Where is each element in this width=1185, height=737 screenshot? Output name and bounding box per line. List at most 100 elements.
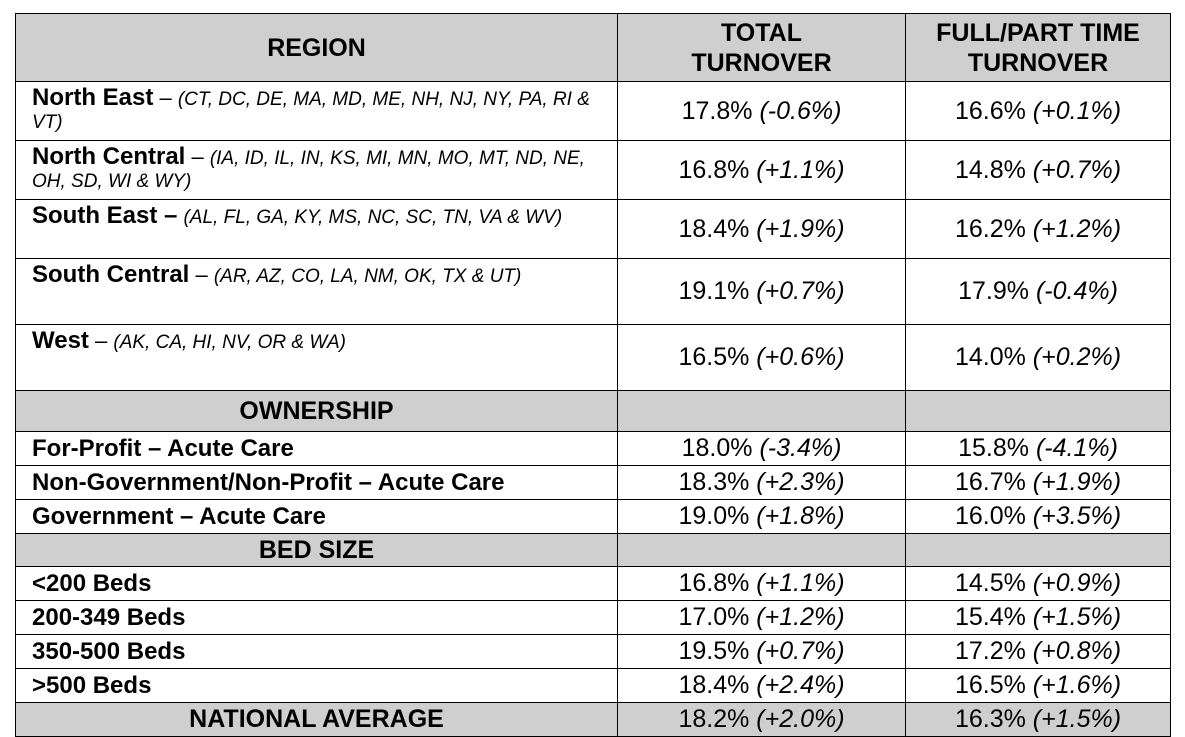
total-value: 19.1% [678,277,750,305]
header-total-turnover: TOTAL TURNOVER [617,13,906,82]
total-value: 16.8% [678,569,750,597]
total-delta: (+1.2%) [756,603,845,631]
section-bed-size: BED SIZE [15,533,1171,567]
header-row: REGION TOTAL TURNOVER FULL/PART TIME TUR… [15,13,1171,82]
turnover-table: REGION TOTAL TURNOVER FULL/PART TIME TUR… [15,13,1171,737]
fullpart-turnover-cell: 16.3% (+1.5%) [905,702,1171,737]
total-turnover-cell: 18.4% (+2.4%) [617,668,906,703]
total-value: 17.0% [678,603,750,631]
fullpart-delta: (+1.5%) [1032,705,1122,733]
fullpart-delta: (+0.2%) [1032,343,1122,371]
total-turnover-cell: 17.8% (-0.6%) [617,81,906,141]
total-value: 16.8% [678,155,750,184]
fullpart-delta: (+1.9%) [1032,468,1122,496]
region-states: (CT, DC, DE, MA, MD, ME, NH, NJ, NY, PA,… [32,89,590,133]
section-empty-cell [617,533,906,567]
fullpart-value: 14.8% [954,155,1026,184]
total-value: 18.4% [678,671,750,699]
region-name: West [32,327,89,354]
fullpart-delta: (+0.9%) [1032,569,1122,597]
region-states: (IA, ID, IL, IN, KS, MI, MN, MO, MT, ND,… [32,148,585,192]
fullpart-turnover-cell: 17.2% (+0.8%) [905,634,1171,669]
region-dash: – [185,144,210,169]
fullpart-turnover-cell: 16.6% (+0.1%) [905,81,1171,141]
row-label: 350-500 Beds [15,634,618,669]
row-label: 200-349 Beds [15,600,618,635]
row-label: <200 Beds [15,566,618,601]
total-delta: (+1.1%) [756,155,845,184]
fullpart-delta: (+1.6%) [1032,671,1122,699]
fullpart-turnover-cell: 14.8% (+0.7%) [905,140,1171,200]
fullpart-value: 17.2% [954,637,1026,665]
fullpart-delta: (+0.8%) [1032,637,1122,665]
total-delta: (+2.0%) [756,705,845,733]
total-delta: (+2.3%) [756,468,845,496]
row-label: Non-Government/Non-Profit – Acute Care [15,465,618,500]
fullpart-value: 15.8% [958,434,1029,462]
fullpart-turnover-cell: 14.5% (+0.9%) [905,566,1171,601]
section-ownership: OWNERSHIP [15,390,1171,432]
fullpart-value: 16.3% [954,705,1026,733]
region-dash: – [153,85,178,110]
region-dash: – [189,262,214,287]
region-row-north-central: North Central – (IA, ID, IL, IN, KS, MI,… [15,140,1171,200]
total-turnover-cell: 18.0% (-3.4%) [617,431,906,466]
total-delta: (-3.4%) [759,434,842,462]
region-dash: – [88,328,114,353]
section-empty-cell [905,390,1171,432]
fullpart-delta: (+0.7%) [1032,155,1122,184]
fullpart-value: 16.7% [954,468,1026,496]
total-delta: (+0.7%) [756,637,845,665]
fullpart-value: 14.5% [954,569,1026,597]
fullpart-turnover-cell: 16.0% (+3.5%) [905,499,1171,534]
fullpart-turnover-cell: 16.2% (+1.2%) [905,199,1171,259]
fullpart-value: 16.0% [954,502,1026,530]
section-empty-cell [617,390,906,432]
fullpart-turnover-cell: 15.4% (+1.5%) [905,600,1171,635]
fullpart-value: 17.9% [958,277,1029,305]
region-name: South Central [32,261,190,288]
fullpart-delta: (+1.2%) [1032,214,1122,243]
header-fullpart-turnover: FULL/PART TIME TURNOVER [905,13,1171,82]
fullpart-turnover-cell: 16.7% (+1.9%) [905,465,1171,500]
region-name: North East [32,84,154,111]
fullpart-delta: (-4.1%) [1035,434,1118,462]
total-delta: (+2.4%) [756,671,845,699]
fullpart-turnover-cell: 14.0% (+0.2%) [905,324,1171,391]
section-title: BED SIZE [15,533,618,567]
fullpart-delta: (+0.1%) [1032,96,1122,125]
total-value: 18.2% [678,705,750,733]
header-fullpart-line1: FULL/PART TIME [936,18,1140,47]
total-turnover-cell: 17.0% (+1.2%) [617,600,906,635]
total-value: 18.0% [681,434,753,462]
header-total-line2: TURNOVER [691,48,832,77]
total-value: 18.4% [678,214,750,243]
national-average-row: NATIONAL AVERAGE 18.2% (+2.0%) 16.3% (+1… [15,702,1171,737]
region-name: South East – [32,202,178,229]
total-value: 18.3% [678,468,750,496]
header-total-line1: TOTAL [720,18,802,47]
fullpart-turnover-cell: 16.5% (+1.6%) [905,668,1171,703]
fullpart-value: 14.0% [954,343,1026,371]
total-delta: (+1.9%) [756,214,845,243]
total-turnover-cell: 16.5% (+0.6%) [617,324,906,391]
region-states: (AL, FL, GA, KY, MS, NC, SC, TN, VA & WV… [183,207,563,228]
fullpart-turnover-cell: 17.9% (-0.4%) [905,258,1171,325]
total-turnover-cell: 18.4% (+1.9%) [617,199,906,259]
total-turnover-cell: 16.8% (+1.1%) [617,566,906,601]
fullpart-delta: (+1.5%) [1032,603,1122,631]
region-cell: South East – (AL, FL, GA, KY, MS, NC, SC… [15,199,618,259]
region-cell: North Central – (IA, ID, IL, IN, KS, MI,… [15,140,618,200]
fullpart-value: 16.5% [954,671,1026,699]
total-turnover-cell: 19.5% (+0.7%) [617,634,906,669]
total-value: 19.0% [678,502,750,530]
fullpart-value: 15.4% [954,603,1026,631]
total-delta: (+0.7%) [756,277,845,305]
total-turnover-cell: 19.0% (+1.8%) [617,499,906,534]
ownership-row: For-Profit – Acute Care 18.0% (-3.4%) 15… [15,431,1171,466]
total-turnover-cell: 18.2% (+2.0%) [617,702,906,737]
region-states: (AK, CA, HI, NV, OR & WA) [113,332,346,353]
bed-size-row: 350-500 Beds 19.5% (+0.7%) 17.2% (+0.8%) [15,634,1171,669]
total-value: 17.8% [681,96,753,125]
total-turnover-cell: 18.3% (+2.3%) [617,465,906,500]
